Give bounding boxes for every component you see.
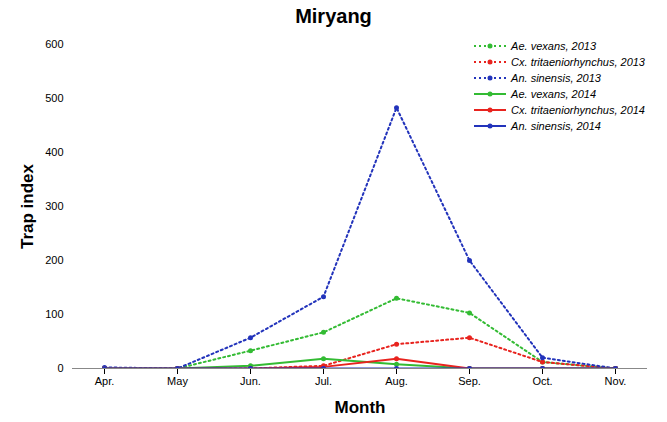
svg-text:Oct.: Oct. xyxy=(532,375,552,387)
svg-text:Trap index: Trap index xyxy=(18,163,37,249)
svg-text:500: 500 xyxy=(45,92,63,104)
svg-text:Aug.: Aug. xyxy=(385,375,408,387)
svg-text:Apr.: Apr. xyxy=(95,375,115,387)
svg-text:200: 200 xyxy=(45,254,63,266)
svg-text:100: 100 xyxy=(45,308,63,320)
html-text:Cx. tritaeniorhynchus, 2014: Cx. tritaeniorhynchus, 2014 xyxy=(511,104,645,116)
svg-text:Sep.: Sep. xyxy=(458,375,481,387)
html-text:Ae. vexans, 2014: Ae. vexans, 2014 xyxy=(511,88,597,100)
svg-text:Jun.: Jun. xyxy=(240,375,261,387)
svg-text:400: 400 xyxy=(45,146,63,158)
svg-text:Month: Month xyxy=(335,398,386,417)
svg-text:Nov.: Nov. xyxy=(605,375,627,387)
svg-text:600: 600 xyxy=(45,38,63,50)
svg-text:May: May xyxy=(167,375,188,387)
html-text:An. sinensis, 2014: An. sinensis, 2014 xyxy=(511,120,601,132)
svg-text:0: 0 xyxy=(57,362,63,374)
html-text:Cx. tritaeniorhynchus, 2013: Cx. tritaeniorhynchus, 2013 xyxy=(511,56,645,68)
html-text:An. sinensis, 2013: An. sinensis, 2013 xyxy=(511,72,601,84)
svg-text:300: 300 xyxy=(45,200,63,212)
html-text:Ae. vexans, 2013: Ae. vexans, 2013 xyxy=(511,40,597,52)
html-text:Miryang: Miryang xyxy=(295,5,372,27)
svg-text:Jul.: Jul. xyxy=(315,375,332,387)
